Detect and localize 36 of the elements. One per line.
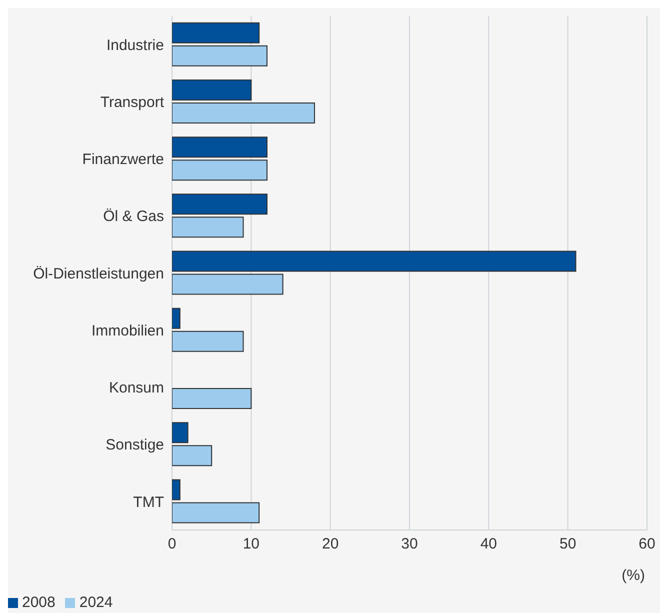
- bar: [172, 274, 284, 295]
- x-tick-label: 30: [401, 536, 418, 553]
- y-tick-label: Finanzwerte: [82, 151, 164, 168]
- x-tick-label: 10: [242, 536, 260, 553]
- y-tick-label: TMT: [133, 494, 164, 511]
- x-tick-label: 40: [480, 536, 498, 553]
- legend-label: 2008: [22, 594, 56, 611]
- legend-label: 2024: [79, 594, 113, 611]
- x-tick-label: 0: [168, 536, 176, 553]
- x-tick-label: 50: [559, 536, 576, 553]
- y-tick-label: Konsum: [108, 380, 164, 397]
- y-tick-label: Immobilien: [91, 322, 164, 340]
- bar: [172, 136, 268, 158]
- bar: [172, 160, 268, 181]
- bar: [172, 45, 268, 66]
- bar: [172, 102, 315, 124]
- y-tick-label: Sonstige: [106, 436, 164, 454]
- y-tick-label: Öl & Gas: [103, 208, 164, 226]
- bar: [172, 330, 244, 352]
- bar: [172, 194, 268, 215]
- y-tick-label: Transport: [100, 94, 165, 111]
- bar: [172, 422, 188, 444]
- bar: [172, 308, 180, 329]
- bar: [172, 79, 252, 100]
- bar: [172, 388, 252, 410]
- bar: [172, 250, 576, 272]
- bar: [172, 216, 244, 238]
- y-tick-label: Industrie: [106, 36, 164, 54]
- bar: [172, 479, 180, 500]
- bar: [172, 502, 260, 524]
- x-tick-label: 60: [638, 536, 656, 553]
- bar: [172, 445, 212, 466]
- y-tick-label: Öl-Dienstleistungen: [33, 265, 164, 282]
- x-axis-title: (%): [622, 567, 646, 584]
- bar: [172, 22, 260, 44]
- x-tick-label: 20: [322, 536, 339, 553]
